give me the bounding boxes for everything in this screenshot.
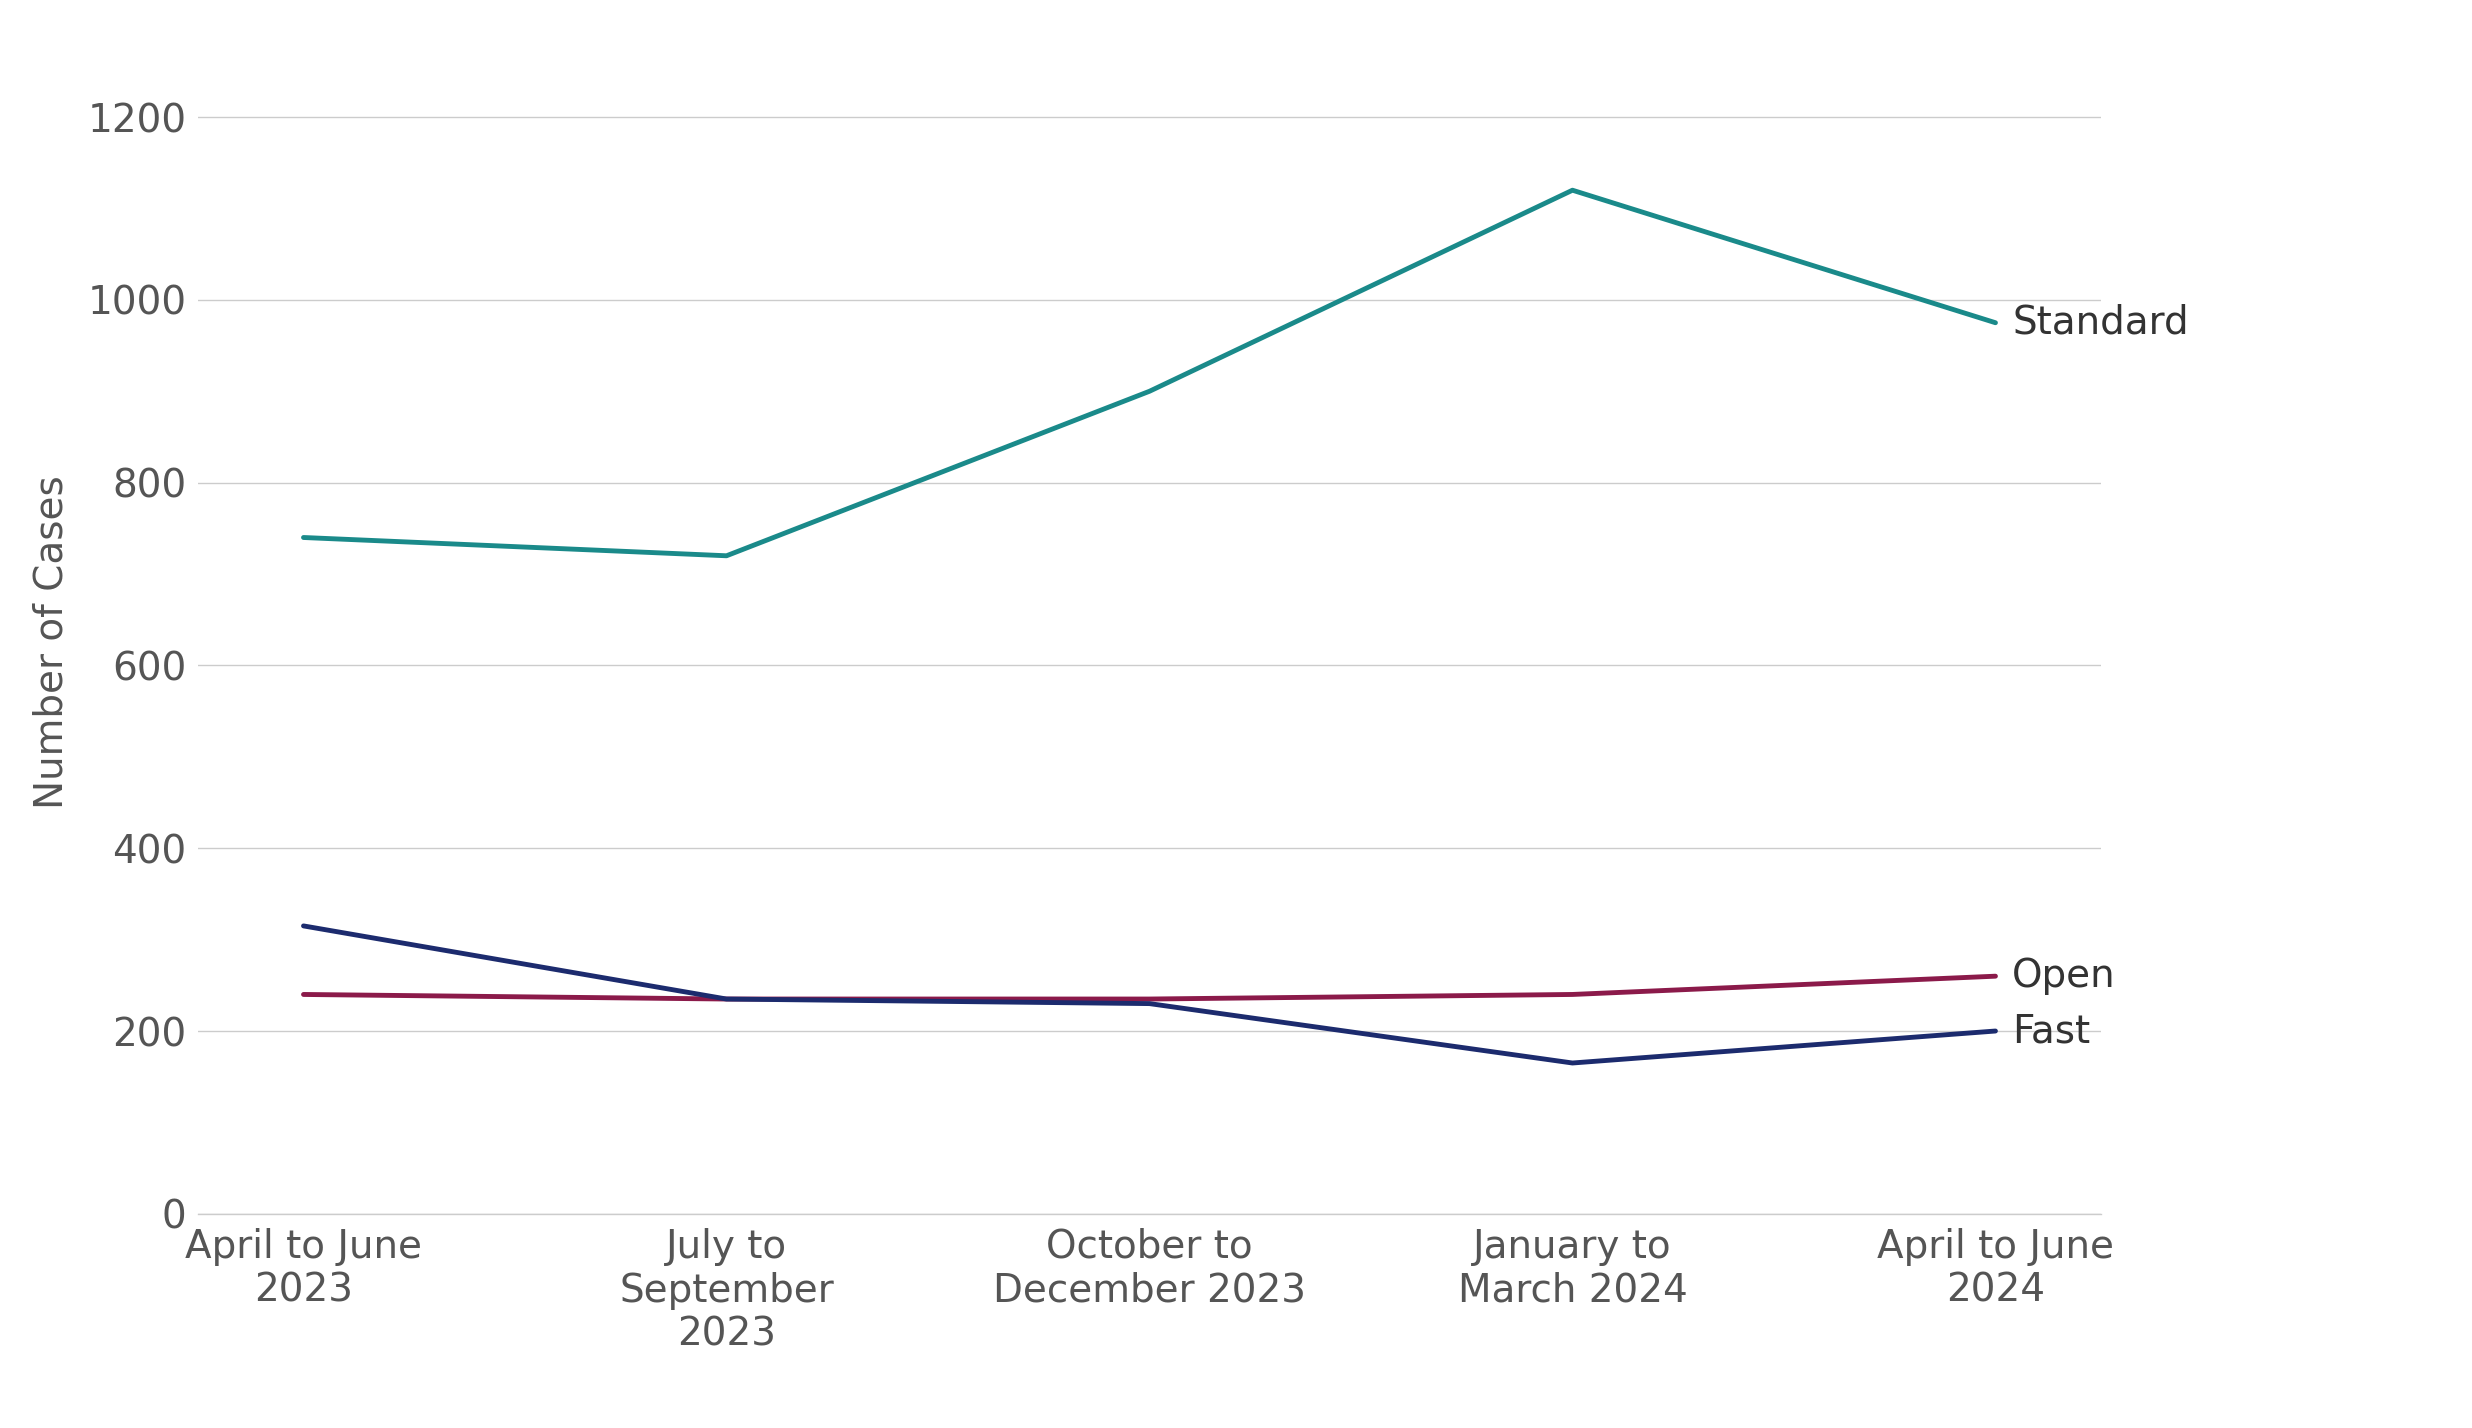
Text: Standard: Standard bbox=[2012, 304, 2188, 341]
Text: Fast: Fast bbox=[2012, 1012, 2091, 1050]
Y-axis label: Number of Cases: Number of Cases bbox=[32, 476, 72, 810]
Text: Open: Open bbox=[2012, 957, 2116, 995]
